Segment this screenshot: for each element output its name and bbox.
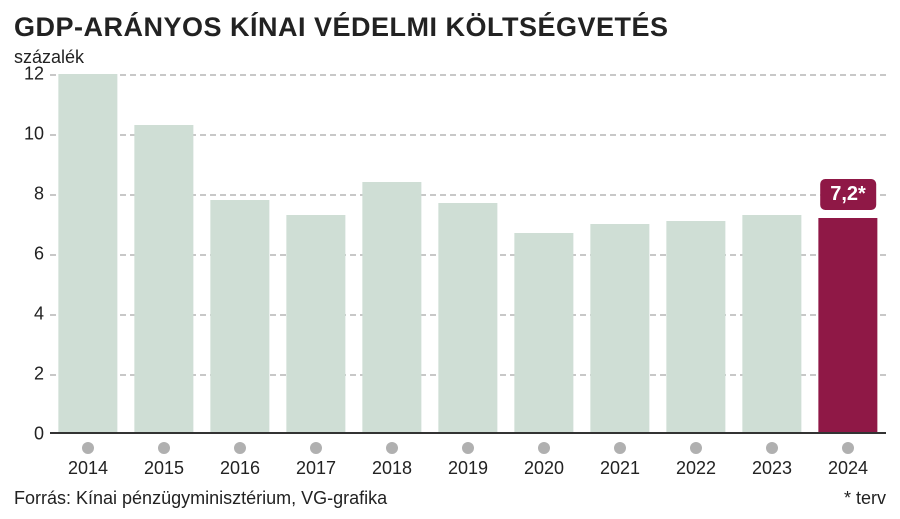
x-tick: 2017 — [278, 434, 354, 492]
bar — [742, 215, 801, 434]
y-axis-ticks: 024681012 — [14, 74, 44, 434]
bar-slot — [202, 74, 278, 434]
x-tick-label: 2018 — [354, 458, 430, 479]
y-tick-label: 10 — [14, 124, 44, 145]
x-tick: 2023 — [734, 434, 810, 492]
x-tick-dot — [842, 442, 854, 454]
x-tick-dot — [766, 442, 778, 454]
y-tick-label: 0 — [14, 424, 44, 445]
x-tick-label: 2021 — [582, 458, 658, 479]
value-callout: 7,2* — [820, 179, 876, 210]
x-tick: 2020 — [506, 434, 582, 492]
y-tick-label: 8 — [14, 184, 44, 205]
bar — [514, 233, 573, 434]
plot-region: 7,2* — [50, 74, 886, 434]
bar — [210, 200, 269, 434]
chart-footer: Forrás: Kínai pénzügyminisztérium, VG-gr… — [14, 488, 886, 509]
y-tick-label: 4 — [14, 304, 44, 325]
x-tick-dot — [82, 442, 94, 454]
bar-slot — [506, 74, 582, 434]
x-tick-dot — [690, 442, 702, 454]
x-tick-label: 2015 — [126, 458, 202, 479]
x-tick: 2024 — [810, 434, 886, 492]
bar-slot — [278, 74, 354, 434]
x-tick-label: 2014 — [50, 458, 126, 479]
bar-slot — [126, 74, 202, 434]
chart-title: GDP-ARÁNYOS KÍNAI VÉDELMI KÖLTSÉGVETÉS — [14, 12, 886, 43]
bar — [438, 203, 497, 434]
y-tick-label: 2 — [14, 364, 44, 385]
x-tick: 2016 — [202, 434, 278, 492]
x-tick-label: 2016 — [202, 458, 278, 479]
footnote-text: * terv — [844, 488, 886, 509]
bar-slot — [658, 74, 734, 434]
y-tick-label: 6 — [14, 244, 44, 265]
x-tick-dot — [158, 442, 170, 454]
x-tick: 2019 — [430, 434, 506, 492]
x-tick-dot — [234, 442, 246, 454]
x-tick: 2014 — [50, 434, 126, 492]
bar-slot — [734, 74, 810, 434]
bar — [666, 221, 725, 434]
chart-subtitle: százalék — [14, 47, 886, 68]
x-tick: 2018 — [354, 434, 430, 492]
x-tick-dot — [310, 442, 322, 454]
x-tick-label: 2024 — [810, 458, 886, 479]
bar — [590, 224, 649, 434]
source-text: Forrás: Kínai pénzügyminisztérium, VG-gr… — [14, 488, 387, 509]
bar-slot — [354, 74, 430, 434]
x-tick-label: 2017 — [278, 458, 354, 479]
x-tick: 2021 — [582, 434, 658, 492]
x-tick-dot — [614, 442, 626, 454]
bar — [286, 215, 345, 434]
bar-highlight — [818, 218, 877, 434]
bar — [134, 125, 193, 434]
x-tick-label: 2019 — [430, 458, 506, 479]
bar — [362, 182, 421, 434]
y-tick-label: 12 — [14, 64, 44, 85]
bar-slot — [430, 74, 506, 434]
x-axis-labels: 2014201520162017201820192020202120222023… — [50, 434, 886, 492]
bars-layer: 7,2* — [50, 74, 886, 434]
chart-area: 024681012 7,2* — [14, 74, 886, 434]
bar-slot — [50, 74, 126, 434]
bar — [58, 74, 117, 434]
x-tick-label: 2020 — [506, 458, 582, 479]
x-tick-dot — [462, 442, 474, 454]
bar-slot: 7,2* — [810, 74, 886, 434]
x-tick-label: 2022 — [658, 458, 734, 479]
x-tick-dot — [538, 442, 550, 454]
x-tick-label: 2023 — [734, 458, 810, 479]
x-tick-dot — [386, 442, 398, 454]
bar-slot — [582, 74, 658, 434]
x-tick: 2022 — [658, 434, 734, 492]
x-tick: 2015 — [126, 434, 202, 492]
